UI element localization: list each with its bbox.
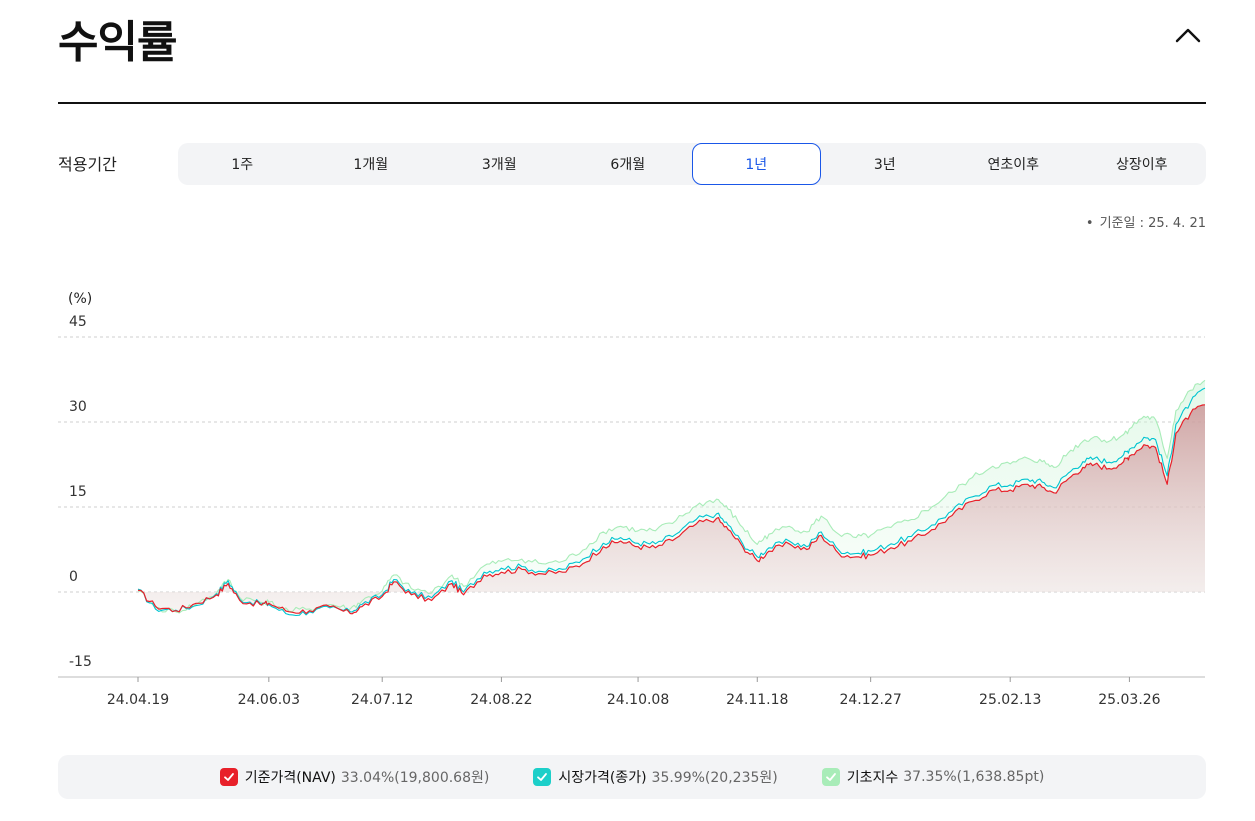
legend-item-market-price[interactable]: 시장가격(종가) 35.99%(20,235원) [533, 767, 778, 787]
x-tick-label: 24.06.03 [238, 692, 300, 708]
tab-1-year[interactable]: 1년 [692, 143, 821, 185]
chevron-up-icon [1175, 28, 1201, 43]
base-date-text: 기준일 : 25. 4. 21 [1099, 216, 1206, 231]
x-tick-label: 25.02.13 [979, 692, 1041, 708]
tab-6-months[interactable]: 6개월 [610, 157, 646, 173]
y-tick-label: 0 [69, 569, 78, 585]
y-axis-unit: (%) [68, 291, 92, 307]
legend-value: 33.04%(19,800.68원) [340, 770, 490, 786]
x-tick-label: 24.08.22 [470, 692, 532, 708]
period-tabs: 1주 1개월 3개월 6개월 1년 3년 연초이후 상장이후 [178, 143, 1206, 185]
period-label: 적용기간 [58, 155, 117, 174]
legend-item-base-index[interactable]: 기초지수 37.35%(1,638.85pt) [821, 767, 1045, 787]
tab-since-listing[interactable]: 상장이후 [1115, 157, 1168, 173]
collapse-button[interactable] [1170, 20, 1206, 50]
checkbox-base-index[interactable] [821, 768, 840, 786]
legend-name: 기준가격(NAV) [244, 770, 336, 786]
y-tick-label: 15 [69, 484, 87, 500]
x-tick-label: 24.12.27 [839, 692, 901, 708]
legend-value: 37.35%(1,638.85pt) [903, 769, 1045, 785]
check-icon [825, 773, 836, 781]
y-tick-label: -15 [69, 654, 92, 670]
legend-value: 35.99%(20,235원) [651, 770, 778, 786]
nav-series-line [137, 404, 1206, 615]
title-divider [58, 102, 1206, 104]
market-price-series-line [137, 387, 1206, 617]
base-date-bullet: • [1085, 216, 1094, 231]
tab-1-week[interactable]: 1주 [231, 157, 254, 173]
check-icon [223, 773, 234, 781]
legend-name: 시장가격(종가) [558, 770, 647, 786]
tab-3-years[interactable]: 3년 [873, 157, 896, 173]
x-tick-label: 25.03.26 [1098, 692, 1160, 708]
nav-area-fill [138, 404, 1205, 614]
y-tick-label: 45 [69, 314, 87, 330]
chart-legend: 기준가격(NAV) 33.04%(19,800.68원) 시장가격(종가) 35… [58, 755, 1206, 799]
return-chart: (%) 45 30 15 0 -15 24.04.19 24.06.03 24.07.12 24.… [58, 291, 1206, 708]
tab-year-to-date[interactable]: 연초이후 [987, 157, 1040, 173]
legend-name: 기초지수 [846, 770, 899, 786]
checkbox-market-price[interactable] [533, 768, 552, 786]
checkbox-nav[interactable] [219, 768, 238, 786]
x-tick-label: 24.10.08 [607, 692, 669, 708]
page-title: 수익률 [58, 17, 177, 68]
tab-1-month[interactable]: 1개월 [353, 157, 389, 173]
x-tick-label: 24.11.18 [726, 692, 788, 708]
legend-item-nav[interactable]: 기준가격(NAV) 33.04%(19,800.68원) [219, 767, 490, 787]
check-icon [537, 773, 548, 781]
x-tick-label: 24.04.19 [107, 692, 169, 708]
x-tick-label: 24.07.12 [351, 692, 413, 708]
base-date: • 기준일 : 25. 4. 21 [1086, 212, 1206, 231]
y-tick-label: 30 [69, 399, 87, 415]
tab-3-months[interactable]: 3개월 [481, 157, 517, 173]
